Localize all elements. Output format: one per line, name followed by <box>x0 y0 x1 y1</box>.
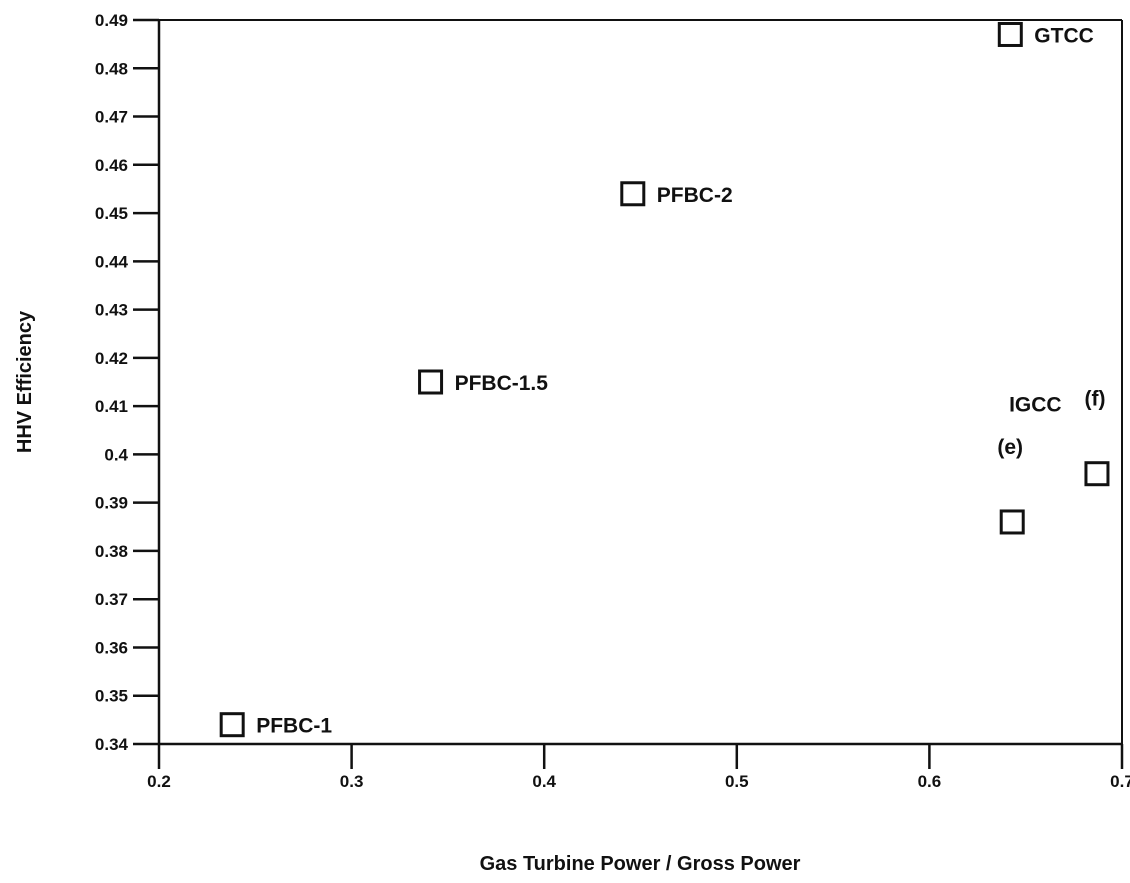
y-tick-label: 0.37 <box>95 590 128 609</box>
x-axis-ticks: 0.2 0.3 0.4 0.5 0.6 0.7 <box>147 744 1130 791</box>
x-tick-label: 0.6 <box>918 772 942 791</box>
y-tick-label: 0.38 <box>95 542 128 561</box>
y-axis-title: HHV Efficiency <box>14 310 36 453</box>
y-tick-label: 0.42 <box>95 349 128 368</box>
annotations: IGCC <box>1009 394 1062 417</box>
point-label: GTCC <box>1034 24 1094 47</box>
point-label: (e) <box>997 436 1023 459</box>
point-label: (f) <box>1084 388 1105 411</box>
y-tick-label: 0.41 <box>95 397 128 416</box>
y-tick-label: 0.47 <box>95 108 128 127</box>
data-points: PFBC-1 PFBC-1.5 PFBC-2 GTCC (e) (f) <box>219 21 1110 738</box>
point-marker <box>999 509 1025 535</box>
x-tick-label: 0.3 <box>340 772 364 791</box>
point-label: PFBC-1 <box>256 715 332 738</box>
x-tick-label: 0.7 <box>1110 772 1130 791</box>
point-label: PFBC-1.5 <box>455 372 549 395</box>
annotation-label: IGCC <box>1009 394 1062 417</box>
point-marker <box>418 369 444 395</box>
y-tick-label: 0.49 <box>95 11 128 30</box>
y-tick-label: 0.36 <box>95 638 128 657</box>
plot-frame <box>157 19 1123 746</box>
y-tick-label: 0.48 <box>95 59 128 78</box>
y-tick-label: 0.39 <box>95 494 128 513</box>
x-tick-label: 0.4 <box>532 772 556 791</box>
y-tick-label: 0.46 <box>95 156 128 175</box>
y-tick-label: 0.44 <box>95 252 129 271</box>
point-marker <box>620 181 646 207</box>
y-tick-label: 0.4 <box>104 445 128 464</box>
y-tick-label: 0.45 <box>95 204 128 223</box>
x-axis-title: Gas Turbine Power / Gross Power <box>480 853 801 875</box>
x-tick-label: 0.2 <box>147 772 171 791</box>
y-tick-label: 0.34 <box>95 735 129 754</box>
y-axis-ticks: 0.34 0.35 0.36 0.37 0.38 0.39 0.4 0.41 0.42 0.43 0… <box>95 11 159 754</box>
x-tick-label: 0.5 <box>725 772 749 791</box>
y-tick-label: 0.35 <box>95 687 128 706</box>
point-marker <box>997 21 1023 47</box>
point-marker <box>219 712 245 738</box>
point-label: PFBC-2 <box>657 184 733 207</box>
y-tick-label: 0.43 <box>95 301 128 320</box>
point-marker <box>1084 461 1110 487</box>
